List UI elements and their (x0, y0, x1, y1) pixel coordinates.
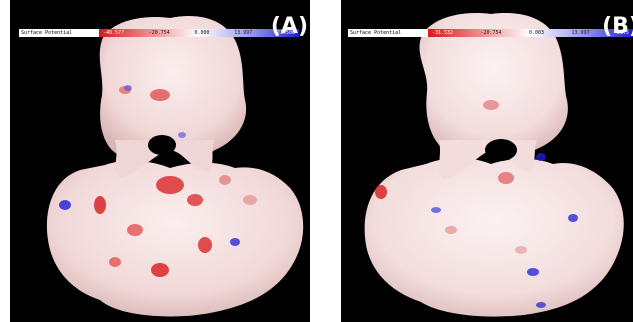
colorbar-tick: -31.532 (432, 30, 454, 36)
panel-a: Surface Potential -40.5?? -20.754 0.000 … (10, 0, 310, 322)
colorbar-tick: -40.5?? (103, 30, 125, 36)
colorbar: Surface Potential -31.532 -20.754 0.003 … (348, 29, 633, 37)
colorbar-tick: 21.500 (276, 30, 295, 36)
protein-surface-image (46, 16, 304, 317)
colorbar-tick: -20.754 (480, 30, 502, 36)
colorbar-gradient (428, 29, 633, 37)
colorbar-ticks: -40.5?? -20.754 0.000 13.997 21.500 (99, 29, 299, 37)
panel-b: Surface Potential -31.532 -20.754 0.003 … (341, 0, 633, 322)
colorbar-tick: -20.754 (148, 30, 170, 36)
protein-surface-image (364, 13, 624, 317)
colorbar-tick: 13.997 (234, 30, 253, 36)
colorbar-title: Surface Potential (19, 29, 99, 37)
colorbar-tick: 13.997 (571, 30, 590, 36)
colorbar-ticks: -31.532 -20.754 0.003 13.997 21.5 (428, 29, 633, 37)
panel-label: (B) (602, 14, 633, 39)
colorbar-tick: 21.5 (616, 30, 629, 36)
colorbar-tick: 0.003 (528, 30, 545, 36)
colorbar: Surface Potential -40.5?? -20.754 0.000 … (19, 29, 299, 37)
panel-label: (A) (270, 14, 308, 39)
colorbar-tick: 0.000 (194, 30, 210, 36)
colorbar-gradient (99, 29, 299, 37)
colorbar-title: Surface Potential (348, 29, 428, 37)
